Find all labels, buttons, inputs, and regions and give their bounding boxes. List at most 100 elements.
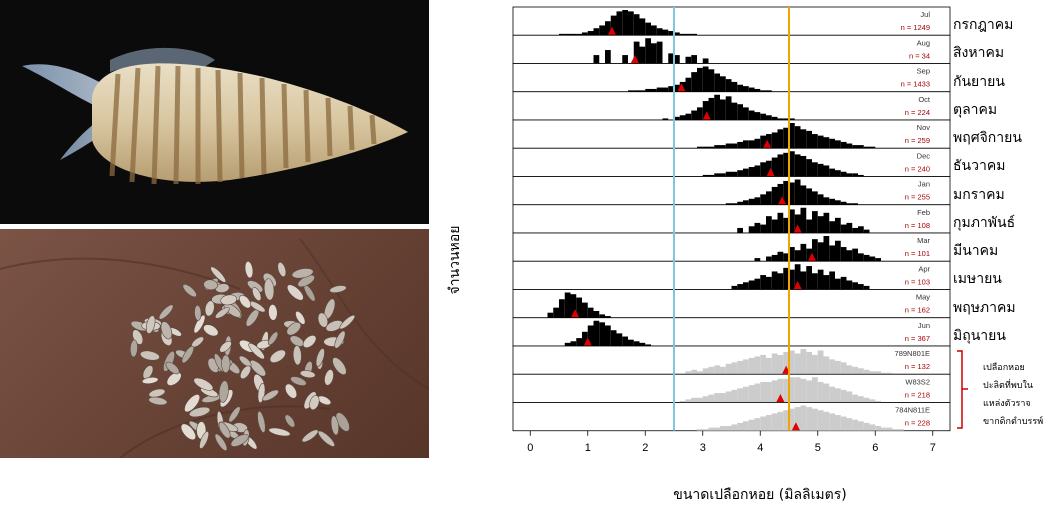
- histogram-bar: [846, 173, 853, 177]
- histogram-bar: [702, 101, 709, 120]
- histogram-bar: [766, 134, 772, 149]
- histogram-bar: [564, 33, 571, 36]
- histogram-bar: [823, 137, 830, 149]
- histogram-bar: [633, 341, 640, 346]
- histogram-bar: [789, 408, 795, 431]
- histogram-bar: [743, 86, 749, 92]
- histogram-bar: [840, 141, 847, 149]
- panel-frame: [512, 34, 951, 64]
- panel-n: n = 255: [905, 193, 930, 202]
- histogram-bar: [766, 414, 772, 431]
- histogram-bar: [610, 15, 617, 36]
- histogram-bar: [812, 162, 818, 177]
- histogram-bar: [559, 299, 565, 318]
- panel-n: n = 367: [905, 334, 930, 343]
- histogram-bar: [881, 372, 887, 375]
- histogram-bar: [639, 18, 646, 36]
- panel-tag: Mar: [917, 236, 930, 245]
- histogram-bar: [685, 399, 692, 403]
- histogram-bar: [599, 314, 605, 318]
- histogram-bar: [651, 25, 657, 36]
- histogram-bar: [898, 429, 904, 431]
- histogram-bar: [777, 118, 784, 120]
- histogram-bar: [817, 135, 824, 149]
- x-tick-label: 2: [642, 442, 648, 454]
- histogram-bar: [863, 369, 870, 375]
- histogram-bar: [800, 378, 807, 403]
- month-label-mar: มีนาคม: [953, 243, 999, 259]
- histogram-bar: [846, 280, 853, 290]
- histogram-bar: [823, 383, 830, 403]
- histogram-bar: [748, 140, 755, 149]
- histogram-bar: [812, 134, 818, 149]
- histogram-bar: [875, 426, 881, 431]
- histogram-bar: [737, 201, 743, 205]
- histogram-bar: [817, 269, 824, 290]
- histogram-bar: [651, 88, 657, 92]
- histogram-bar: [720, 76, 726, 92]
- histogram-bar: [846, 203, 853, 205]
- panel-n: n = 34: [909, 51, 930, 60]
- mean-marker: [808, 252, 816, 261]
- histogram-bar: [587, 307, 594, 318]
- histogram-bar: [714, 94, 720, 120]
- histogram-bar: [570, 341, 577, 346]
- histogram-bar: [783, 351, 789, 375]
- panel-tag: May: [916, 293, 930, 302]
- histogram-bar: [783, 152, 789, 177]
- histogram-bar: [766, 115, 772, 120]
- panel-jul: Jul n = 1249: [512, 6, 951, 36]
- histogram-bar: [760, 224, 766, 233]
- histogram-bar: [840, 247, 847, 262]
- histogram-bar: [794, 264, 801, 290]
- panel-tag: Oct: [918, 95, 931, 104]
- histogram-bar: [846, 391, 853, 403]
- histogram-bar: [610, 330, 617, 346]
- histogram-bar: [559, 33, 565, 36]
- histogram-bar: [731, 389, 738, 403]
- x-axis-label: ขนาดเปลือกหอย (มิลลิเมตร): [673, 487, 847, 503]
- histogram-bar: [668, 31, 674, 36]
- histogram-bar: [633, 41, 640, 64]
- histogram-bar: [737, 84, 743, 92]
- panel-frame: [512, 345, 951, 375]
- histogram-bar: [708, 146, 715, 149]
- histogram-bar: [622, 55, 628, 64]
- histogram-bar: [829, 245, 835, 262]
- panel-n: n = 224: [905, 108, 930, 117]
- histogram-bar: [852, 248, 858, 262]
- histogram-bar: [806, 188, 812, 205]
- histogram-bar: [743, 282, 749, 290]
- histogram-bar: [737, 141, 743, 149]
- histogram-bar: [760, 354, 766, 375]
- histogram-bar: [674, 32, 680, 36]
- histogram-bar: [708, 174, 715, 177]
- panel-tag: Jul: [920, 10, 930, 19]
- histogram-bar: [731, 424, 738, 431]
- histogram-bar: [731, 102, 738, 120]
- histogram-bar: [823, 236, 830, 262]
- histogram-bar: [766, 276, 772, 290]
- mean-marker: [793, 224, 802, 233]
- histogram-bar: [777, 212, 784, 233]
- histogram-bar: [812, 191, 818, 205]
- mean-marker: [778, 196, 787, 205]
- histogram-bar: [645, 38, 651, 64]
- histogram-bar: [697, 429, 703, 431]
- histogram-bar: [691, 72, 697, 92]
- histogram-bar: [708, 97, 715, 120]
- histogram-bar: [725, 143, 732, 149]
- histogram-bar: [760, 135, 766, 149]
- panel-jun: Jun n = 367: [512, 317, 951, 347]
- panel-sep: Sep n = 1433: [512, 63, 951, 93]
- histogram-bar: [852, 173, 858, 177]
- histogram-bar: [760, 90, 766, 92]
- histogram-bar: [702, 174, 709, 177]
- histogram-bar: [863, 397, 870, 403]
- histogram-bar: [789, 377, 795, 403]
- histogram-bar: [766, 357, 772, 375]
- histogram-bar: [863, 422, 870, 431]
- histogram-bar: [691, 33, 697, 36]
- histogram-bar: [869, 146, 876, 149]
- histogram-bar: [593, 28, 600, 36]
